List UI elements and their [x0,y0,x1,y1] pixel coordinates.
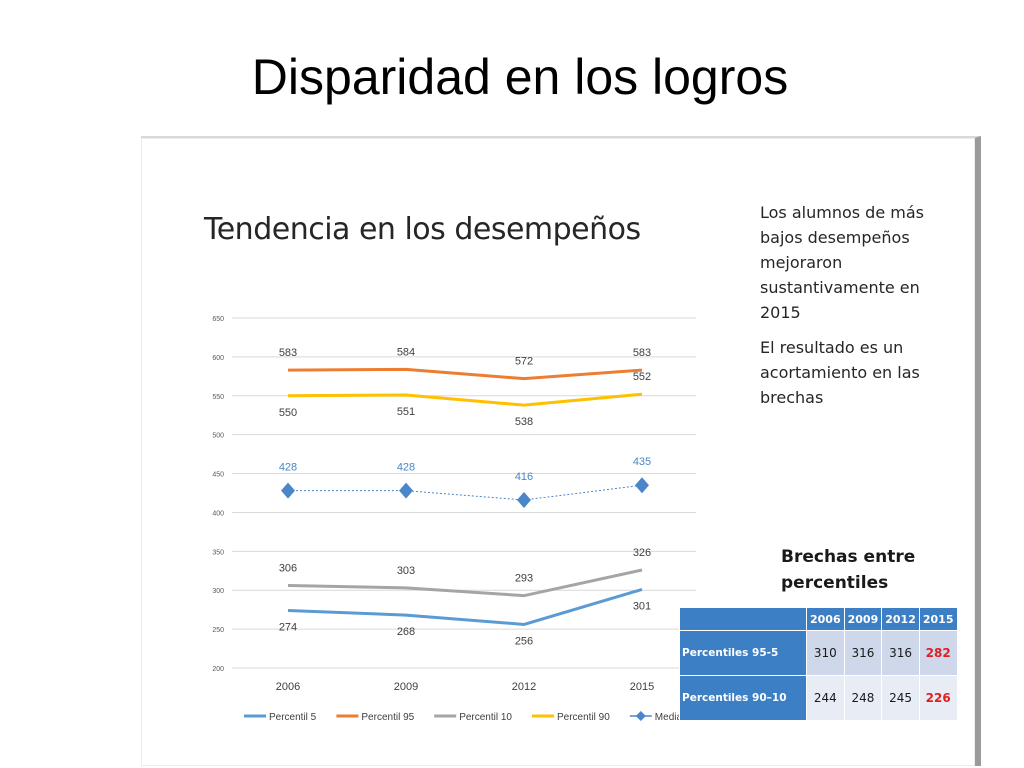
slide-title: Disparidad en los logros [251,49,789,105]
legend-label: Percentil 5 [269,712,317,723]
data-label: 326 [633,547,651,559]
y-tick-label: 500 [212,433,224,440]
x-tick-label: 2012 [512,681,536,693]
table-row: Percentiles 95-5 310 316 316 282 [679,630,958,676]
data-label: 306 [279,563,297,575]
series-line-percentil-90 [287,392,643,407]
data-label: 303 [397,565,415,577]
y-tick-label: 250 [212,627,224,634]
media-diamond-marker [281,482,295,499]
gap-table-cell: 316 [881,630,920,676]
x-tick-label: 2015 [630,681,654,693]
data-label: 428 [397,462,415,474]
gap-table-cell: 244 [806,675,845,721]
legend-label: Media [655,712,683,723]
gap-table-corner [679,607,807,631]
gap-table-row-label: Percentiles 90–10 [679,675,807,721]
side-note: Los alumnos de más bajos desempeños mejo… [760,200,960,420]
y-tick-label: 350 [212,549,224,556]
media-diamond-marker [399,482,413,499]
gap-table-header-cell: 2015 [918,607,958,631]
data-label: 551 [397,406,415,418]
data-label: 416 [515,471,533,483]
line-chart: 200 250 300 350 400 450 500 550 600 650 2006 2009 20… [212,316,696,723]
x-tick-label: 2009 [394,681,418,693]
gap-table-title: Brechas entre percentiles [781,547,916,593]
y-tick-label: 400 [212,510,224,517]
data-label: 293 [515,573,533,585]
y-tick-label: 300 [212,588,224,595]
gap-table-cell-highlight: 282 [918,630,958,676]
data-label: 538 [515,416,533,428]
legend-label: Percentil 10 [459,712,512,723]
gap-table-cell: 248 [843,675,883,721]
data-label: 550 [279,407,297,419]
gap-table-cell-highlight: 226 [918,675,958,721]
x-tick-label: 2006 [276,681,300,693]
chart-title: Tendencia en los desempeños [204,212,641,247]
media-diamond-marker [635,477,649,494]
media-diamond-marker [517,492,531,508]
series-line-percentil-95 [287,367,643,381]
gap-table: 2006 2009 2012 2015 Percentiles 95-5 310… [679,607,958,721]
table-row: Percentiles 90–10 244 248 245 226 [679,675,958,721]
gap-table-header-cell: 2009 [843,607,883,631]
y-tick-label: 650 [212,316,224,323]
legend-label: Percentil 95 [361,712,414,723]
side-note-paragraph-1: Los alumnos de más bajos desempeños mejo… [760,203,924,322]
series-line-media [288,484,643,501]
gap-table-header-row: 2006 2009 2012 2015 [679,607,958,631]
data-label: 256 [515,635,533,647]
gap-table-row-label: Percentiles 95-5 [679,630,807,676]
y-tick-label: 600 [212,355,224,362]
series-line-percentil-10 [287,568,643,598]
gap-table-header-cell: 2006 [806,607,845,631]
data-label: 435 [633,456,651,468]
data-label: 572 [515,356,533,368]
gap-table-cell: 245 [881,675,920,721]
data-label: 583 [633,347,651,359]
legend-label: Percentil 90 [557,712,610,723]
gap-table-cell: 316 [843,630,883,676]
legend-diamond-icon [635,711,646,721]
series-line-percentil-5 [287,588,643,626]
data-label: 274 [279,621,297,633]
gap-table-cell: 310 [806,630,845,676]
data-label: 268 [397,626,415,638]
data-label: 583 [279,347,297,359]
y-tick-label: 450 [212,472,224,479]
gap-table-header-cell: 2012 [881,607,920,631]
data-label: 301 [633,600,651,612]
y-tick-label: 550 [212,394,224,401]
data-label: 428 [279,462,297,474]
data-label: 584 [397,346,415,358]
data-label: 552 [633,371,651,383]
y-tick-label: 200 [212,666,224,673]
side-note-paragraph-2: El resultado es un acortamiento en las b… [760,338,920,407]
